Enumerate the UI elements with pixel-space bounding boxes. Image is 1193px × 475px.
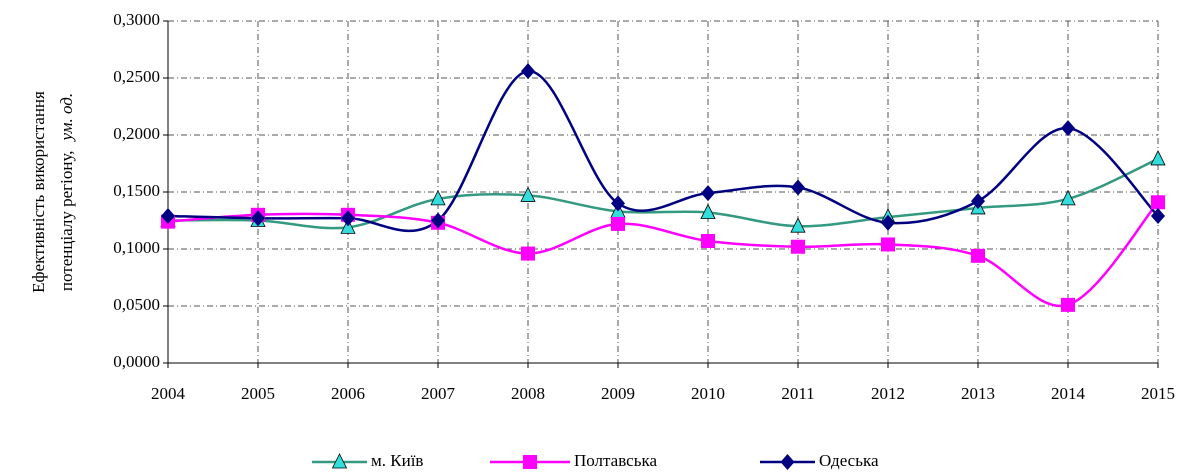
marker-diamond bbox=[701, 185, 715, 202]
marker-square bbox=[1151, 195, 1165, 210]
marker-diamond bbox=[251, 210, 265, 227]
x-tick-label: 2007 bbox=[421, 384, 456, 403]
marker-diamond bbox=[791, 179, 805, 196]
x-tick-label: 2006 bbox=[331, 384, 365, 403]
marker-diamond bbox=[611, 195, 625, 212]
marker-triangle bbox=[340, 218, 356, 234]
marker-diamond bbox=[341, 210, 355, 227]
y-tick-label: 0,1500 bbox=[113, 181, 160, 200]
x-tick-label: 2008 bbox=[511, 384, 545, 403]
legend-marker bbox=[331, 453, 348, 469]
x-tick-label: 2015 bbox=[1141, 384, 1175, 403]
x-tick-label: 2010 bbox=[691, 384, 725, 403]
y-tick-label: 0,3000 bbox=[113, 10, 160, 29]
marker-triangle bbox=[1060, 189, 1076, 206]
marker-square bbox=[881, 237, 895, 252]
marker-triangle bbox=[1150, 150, 1166, 166]
x-tick-label: 2004 bbox=[151, 384, 186, 403]
x-tick-label: 2013 bbox=[961, 384, 995, 403]
legend-marker bbox=[523, 455, 537, 469]
y-tick-label: 0,0500 bbox=[113, 295, 160, 314]
x-tick-label: 2011 bbox=[781, 384, 814, 403]
marker-diamond bbox=[521, 63, 535, 80]
x-tick-label: 2009 bbox=[601, 384, 635, 403]
y-axis-unit: ум. од. bbox=[57, 93, 76, 143]
y-tick-label: 0,2000 bbox=[113, 124, 160, 143]
y-axis-label: потенціалу регіону, bbox=[57, 151, 76, 292]
marker-diamond bbox=[971, 193, 985, 210]
legend-label: Одеська bbox=[819, 451, 879, 470]
marker-square bbox=[1061, 297, 1075, 312]
marker-diamond bbox=[1061, 120, 1075, 137]
y-tick-label: 0,1000 bbox=[113, 238, 160, 257]
marker-square bbox=[701, 234, 715, 249]
marker-square bbox=[791, 239, 805, 254]
marker-square bbox=[611, 216, 625, 231]
legend-marker bbox=[780, 454, 795, 470]
x-tick-label: 2014 bbox=[1051, 384, 1086, 403]
marker-triangle bbox=[790, 217, 806, 233]
x-tick-label: 2005 bbox=[241, 384, 275, 403]
y-axis-label: Ефективність використання bbox=[29, 91, 48, 293]
marker-diamond bbox=[161, 207, 175, 224]
y-axis-label-line2: потенціалу регіону, ум. од. bbox=[57, 93, 76, 291]
marker-diamond bbox=[431, 212, 445, 229]
marker-triangle bbox=[700, 203, 716, 219]
y-tick-label: 0,0000 bbox=[113, 352, 160, 371]
marker-square bbox=[521, 246, 535, 261]
marker-triangle bbox=[430, 189, 446, 206]
series-line bbox=[167, 157, 1159, 230]
marker-square bbox=[971, 248, 985, 263]
legend-label: м. Київ bbox=[371, 451, 423, 470]
marker-diamond bbox=[1151, 207, 1165, 224]
marker-triangle bbox=[520, 186, 536, 202]
marker-diamond bbox=[881, 214, 895, 231]
legend-label: Полтавська bbox=[574, 451, 657, 470]
x-tick-label: 2012 bbox=[871, 384, 905, 403]
y-tick-label: 0,2500 bbox=[113, 67, 160, 86]
